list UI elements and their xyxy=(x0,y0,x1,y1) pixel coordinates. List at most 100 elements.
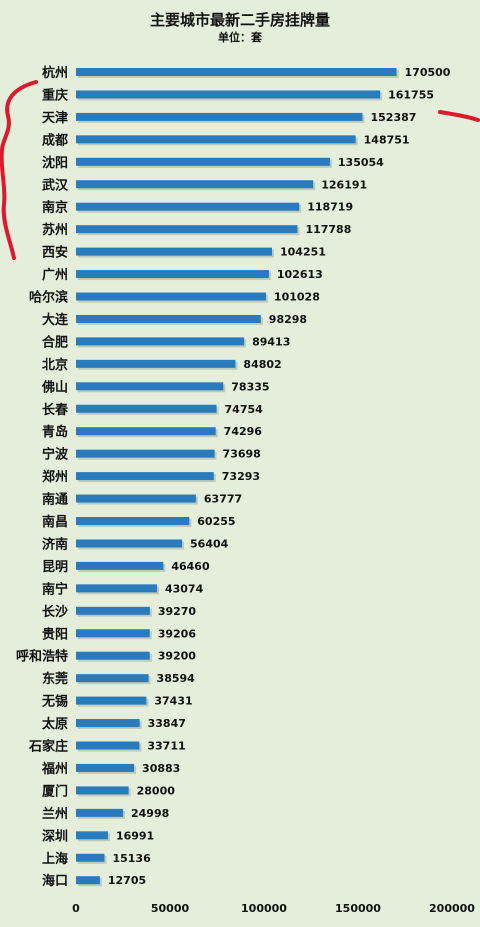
category-label: 呼和浩特 xyxy=(16,649,68,665)
data-label: 24998 xyxy=(131,807,169,820)
data-label: 33711 xyxy=(147,740,185,753)
bar xyxy=(76,786,129,795)
data-label: 60255 xyxy=(197,515,235,528)
x-tick-label: 100000 xyxy=(241,902,287,915)
category-label: 昆明 xyxy=(42,559,68,575)
bar xyxy=(76,629,150,638)
data-label: 98298 xyxy=(269,313,307,326)
bar xyxy=(76,68,397,76)
category-label: 长沙 xyxy=(42,604,68,620)
bar xyxy=(76,606,150,615)
category-label: 海口 xyxy=(42,873,68,889)
category-label: 济南 xyxy=(42,536,68,552)
data-label: 39270 xyxy=(158,605,197,618)
bar xyxy=(76,404,217,413)
bar xyxy=(76,808,123,817)
data-label: 33847 xyxy=(148,717,186,730)
category-label: 宁波 xyxy=(42,447,69,463)
category-label: 贵阳 xyxy=(42,626,68,642)
bar xyxy=(76,763,135,772)
category-label: 杭州 xyxy=(42,65,68,81)
category-label: 南通 xyxy=(42,492,68,508)
x-tick-label: 50000 xyxy=(151,902,190,915)
data-label: 161755 xyxy=(388,88,434,101)
data-label: 56404 xyxy=(190,537,229,550)
bar xyxy=(76,382,224,391)
bar xyxy=(76,853,105,862)
x-tick-label: 150000 xyxy=(335,902,381,915)
category-label: 青岛 xyxy=(42,424,68,440)
data-label: 104251 xyxy=(280,246,326,259)
category-label: 南京 xyxy=(42,200,68,216)
x-tick-label: 200000 xyxy=(429,902,475,915)
category-label: 兰州 xyxy=(42,806,68,822)
data-label: 37431 xyxy=(154,695,192,708)
bar xyxy=(76,314,261,323)
data-label: 102613 xyxy=(277,268,323,281)
bar xyxy=(76,517,190,525)
data-label: 30883 xyxy=(142,762,180,775)
red-line-annotation xyxy=(438,110,480,122)
bar xyxy=(76,472,214,481)
bar xyxy=(76,831,108,840)
data-label: 126191 xyxy=(321,178,367,191)
data-label: 73698 xyxy=(223,448,261,461)
data-label: 74754 xyxy=(225,403,264,416)
data-label: 46460 xyxy=(171,560,210,573)
bar xyxy=(76,180,314,189)
category-label: 天津 xyxy=(42,110,68,126)
bar xyxy=(76,157,330,166)
category-label: 成都 xyxy=(42,132,68,148)
chart-subtitle: 单位：套 xyxy=(218,30,263,44)
bar xyxy=(76,90,381,99)
data-label: 63777 xyxy=(204,493,242,506)
category-label: 沈阳 xyxy=(42,155,68,171)
bar xyxy=(76,741,140,750)
bar xyxy=(76,674,149,683)
red-bracket-annotation xyxy=(0,80,38,260)
data-label: 74296 xyxy=(224,425,263,438)
data-label: 152387 xyxy=(370,111,416,124)
data-label: 84802 xyxy=(243,358,281,371)
data-label: 16991 xyxy=(116,829,154,842)
data-label: 73293 xyxy=(222,470,260,483)
category-label: 郑州 xyxy=(42,469,68,485)
bar xyxy=(76,539,183,548)
data-label: 28000 xyxy=(137,784,176,797)
data-label: 135054 xyxy=(338,156,384,169)
category-label: 重庆 xyxy=(42,87,68,103)
data-label: 38594 xyxy=(157,672,196,685)
bar xyxy=(76,876,100,885)
category-label: 太原 xyxy=(41,716,68,732)
data-label: 148751 xyxy=(364,133,410,146)
data-label: 118719 xyxy=(307,201,353,214)
category-label: 东莞 xyxy=(42,671,68,687)
bar xyxy=(76,247,272,256)
bar xyxy=(76,561,164,570)
bar xyxy=(76,584,157,593)
bar xyxy=(76,449,215,458)
data-label: 89413 xyxy=(252,335,290,348)
bar xyxy=(76,292,266,301)
category-label: 上海 xyxy=(42,851,68,867)
category-label: 苏州 xyxy=(42,222,68,238)
bar xyxy=(76,337,245,346)
data-label: 78335 xyxy=(231,380,269,393)
category-label: 福州 xyxy=(41,761,68,777)
category-label: 长春 xyxy=(42,402,69,418)
category-label: 石家庄 xyxy=(28,739,68,755)
bars-group: 杭州 170500 重庆 161755 天津 152387 成都 148751 沈阳 135054… xyxy=(16,65,451,889)
category-label: 南宁 xyxy=(42,581,68,597)
bar xyxy=(76,494,196,503)
category-label: 武汉 xyxy=(42,177,69,193)
x-tick-label: 0 xyxy=(72,902,80,915)
bar xyxy=(76,270,269,279)
data-label: 101028 xyxy=(274,291,320,304)
category-label: 厦门 xyxy=(42,783,68,799)
bar xyxy=(76,202,300,211)
data-label: 39200 xyxy=(158,650,197,663)
category-label: 无锡 xyxy=(41,694,68,710)
category-label: 北京 xyxy=(42,357,68,373)
data-label: 39206 xyxy=(158,627,197,640)
